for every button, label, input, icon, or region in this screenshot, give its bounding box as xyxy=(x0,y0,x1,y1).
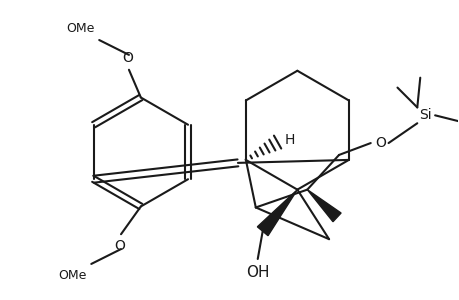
Text: OH: OH xyxy=(246,266,269,280)
Text: O: O xyxy=(114,239,125,253)
Polygon shape xyxy=(307,190,341,222)
Text: OMe: OMe xyxy=(58,269,86,282)
Text: OMe: OMe xyxy=(66,22,94,34)
Text: Si: Si xyxy=(418,108,431,122)
Text: O: O xyxy=(375,136,385,150)
Text: O: O xyxy=(122,51,133,65)
Polygon shape xyxy=(257,190,297,236)
Text: H: H xyxy=(284,133,294,147)
